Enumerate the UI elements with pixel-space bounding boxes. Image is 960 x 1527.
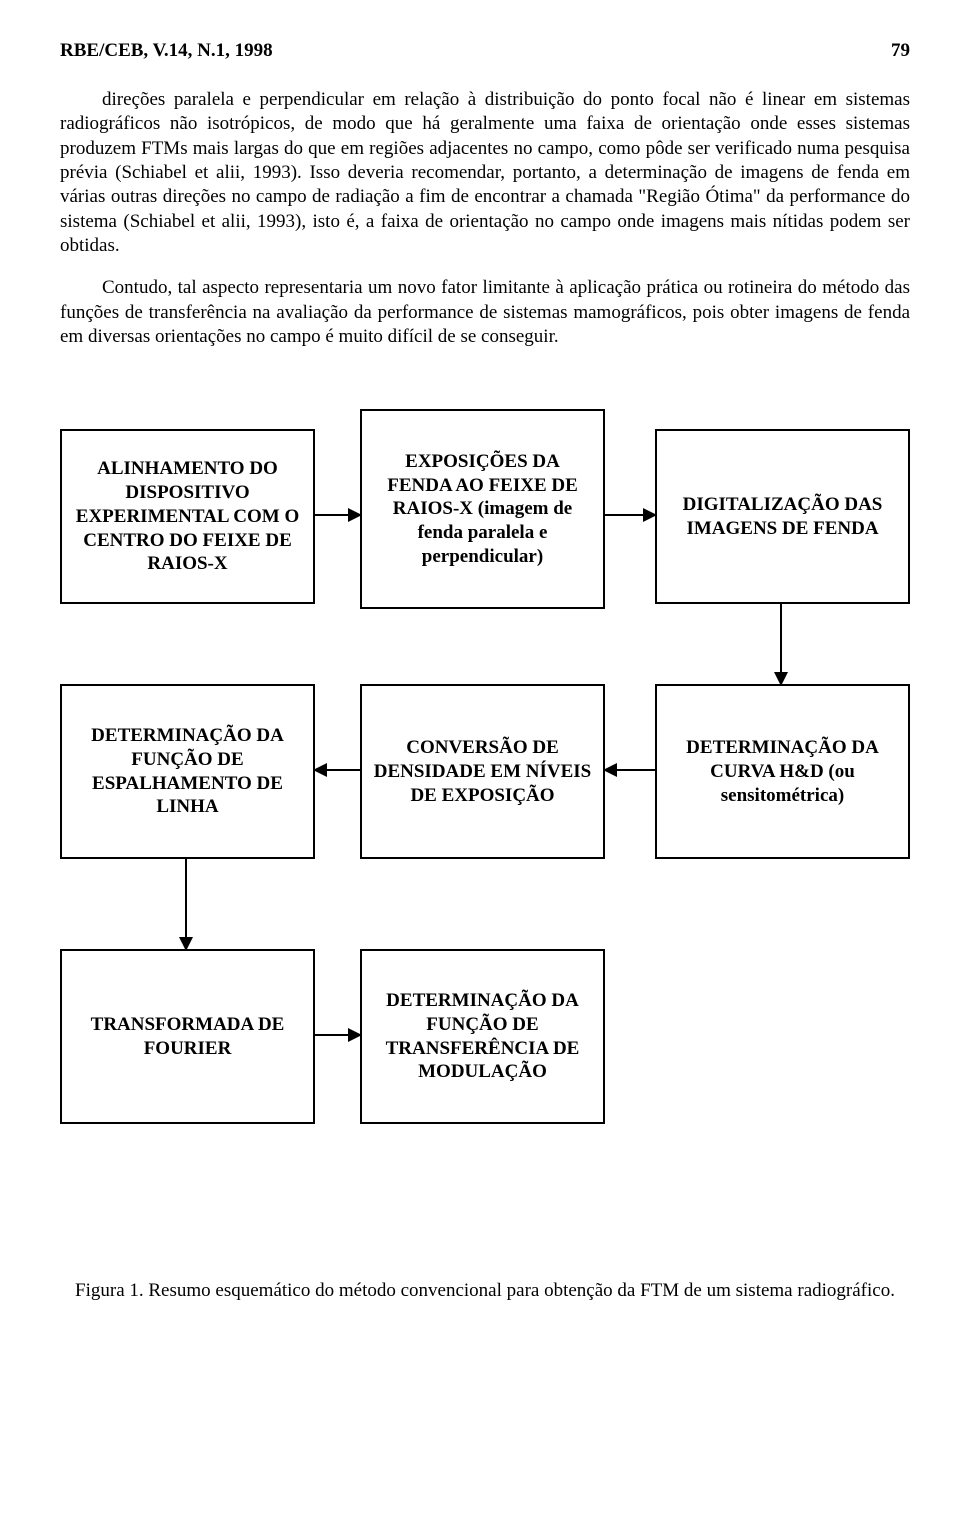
figure-caption: Figura 1. Resumo esquemático do método c… — [60, 1279, 910, 1304]
flow-node-n3: DIGITALIZAÇÃO DAS IMAGENS DE FENDA — [655, 429, 910, 604]
flow-arrow-n4-n7 — [185, 859, 187, 949]
flow-node-n6: DETERMINAÇÃO DA CURVA H&D (ou sensitomét… — [655, 684, 910, 859]
flow-node-n8: DETERMINAÇÃO DA FUNÇÃO DE TRANSFERÊNCIA … — [360, 949, 605, 1124]
flow-node-n5: CONVERSÃO DE DENSIDADE EM NÍVEIS DE EXPO… — [360, 684, 605, 859]
paragraph-1: direções paralela e perpendicular em rel… — [60, 88, 910, 258]
paragraph-2: Contudo, tal aspecto representaria um no… — [60, 276, 910, 349]
flow-arrow-n7-n8 — [315, 1034, 360, 1036]
flow-arrow-n5-n4 — [315, 769, 360, 771]
page-number: 79 — [891, 40, 910, 62]
flow-node-n4: DETERMINAÇÃO DA FUNÇÃO DE ESPALHAMENTO D… — [60, 684, 315, 859]
flow-node-n7: TRANSFORMADA DE FOURIER — [60, 949, 315, 1124]
flowchart: ALINHAMENTO DO DISPOSITIVO EXPERIMENTAL … — [60, 409, 910, 1239]
flow-arrow-n1-n2 — [315, 514, 360, 516]
flow-arrow-n3-n6 — [780, 604, 782, 684]
flow-arrow-n2-n3 — [605, 514, 655, 516]
flow-arrow-n6-n5 — [605, 769, 655, 771]
journal-ref: RBE/CEB, V.14, N.1, 1998 — [60, 40, 273, 62]
page-header: RBE/CEB, V.14, N.1, 1998 79 — [60, 40, 910, 62]
flow-node-n2: EXPOSIÇÕES DA FENDA AO FEIXE DE RAIOS-X … — [360, 409, 605, 609]
flow-node-n1: ALINHAMENTO DO DISPOSITIVO EXPERIMENTAL … — [60, 429, 315, 604]
